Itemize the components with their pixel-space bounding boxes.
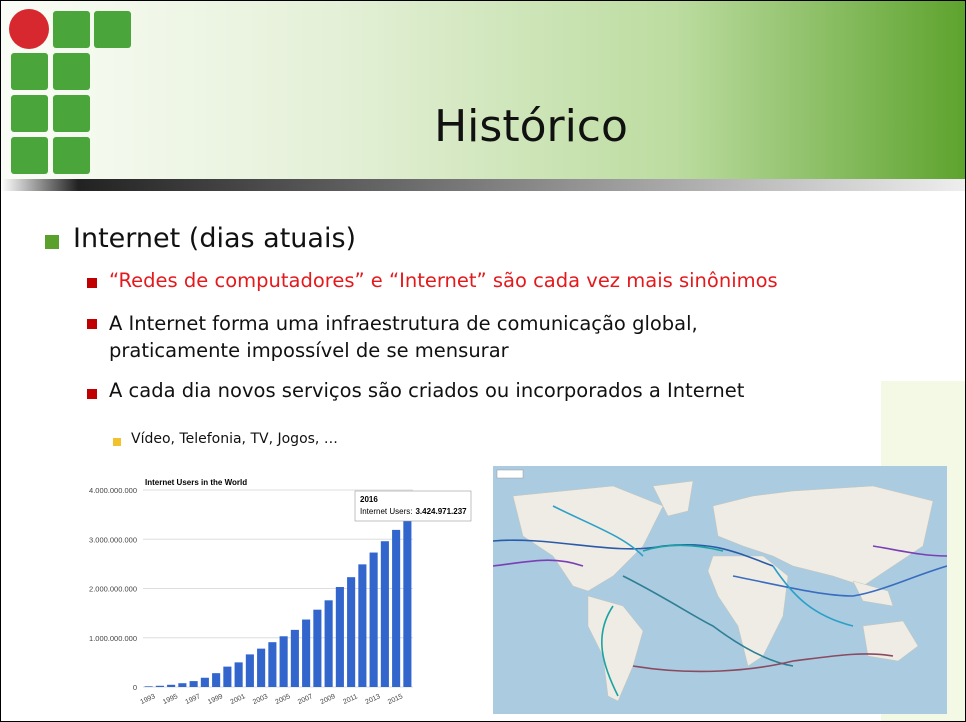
slide: Histórico Internet (dias atuais) “Redes … bbox=[0, 0, 966, 722]
logo-square bbox=[11, 137, 48, 174]
logo-square bbox=[53, 11, 90, 48]
logo-square bbox=[11, 53, 48, 90]
chart-title: Internet Users in the World bbox=[145, 478, 247, 487]
bullet-marker bbox=[87, 319, 97, 329]
y-tick-label: 3.000.000.000 bbox=[89, 535, 137, 544]
bar bbox=[336, 587, 344, 687]
y-tick-label: 2.000.000.000 bbox=[89, 585, 137, 594]
bar bbox=[291, 630, 299, 687]
bar bbox=[201, 678, 209, 687]
bullet: Internet (dias atuais) bbox=[73, 223, 356, 254]
bar bbox=[167, 685, 175, 687]
bar bbox=[381, 541, 389, 687]
bullet-marker bbox=[87, 389, 97, 399]
bullet-marker bbox=[113, 438, 121, 446]
header-bar bbox=[1, 179, 965, 191]
logo-square bbox=[53, 95, 90, 132]
y-tick-label: 0 bbox=[133, 683, 137, 692]
bar bbox=[223, 667, 231, 687]
logo-square bbox=[53, 53, 90, 90]
logo-square bbox=[53, 137, 90, 174]
bar bbox=[325, 600, 333, 687]
bullet: Vídeo, Telefonia, TV, Jogos, … bbox=[131, 431, 338, 447]
bar bbox=[246, 654, 254, 687]
bar bbox=[313, 610, 321, 687]
bar bbox=[392, 530, 400, 687]
bar bbox=[347, 577, 355, 687]
bar bbox=[190, 681, 198, 687]
bar bbox=[370, 553, 378, 687]
tooltip-label: Internet Users: bbox=[360, 507, 412, 516]
bar bbox=[257, 649, 265, 687]
y-tick-label: 4.000.000.000 bbox=[89, 486, 137, 495]
tooltip-year: 2016 bbox=[360, 495, 378, 504]
y-tick-label: 1.000.000.000 bbox=[89, 634, 137, 643]
bar bbox=[280, 636, 288, 687]
slide-title: Histórico bbox=[301, 101, 761, 152]
logo-circle bbox=[9, 9, 49, 49]
logo-square bbox=[94, 11, 131, 48]
bullet: “Redes de computadores” e “Internet” são… bbox=[109, 269, 778, 292]
map bbox=[493, 466, 947, 714]
bullet: A cada dia novos serviços são criados ou… bbox=[109, 379, 744, 402]
bar bbox=[302, 620, 310, 687]
tooltip-value: 3.424.971.237 bbox=[415, 507, 467, 516]
bullet: A Internet forma uma infraestrutura de c… bbox=[109, 310, 829, 364]
chart: Internet Users in the World 0 1.000.000.0… bbox=[87, 471, 487, 721]
bar bbox=[358, 564, 366, 687]
bar bbox=[212, 673, 220, 687]
bar bbox=[156, 686, 164, 687]
bar bbox=[268, 642, 276, 687]
logo-square bbox=[11, 95, 48, 132]
bar bbox=[178, 683, 186, 687]
bar bbox=[145, 686, 153, 687]
bullet-marker bbox=[87, 278, 97, 288]
bar bbox=[403, 518, 411, 687]
bullet-marker bbox=[45, 235, 59, 249]
header bbox=[1, 1, 965, 179]
bar bbox=[235, 662, 243, 687]
